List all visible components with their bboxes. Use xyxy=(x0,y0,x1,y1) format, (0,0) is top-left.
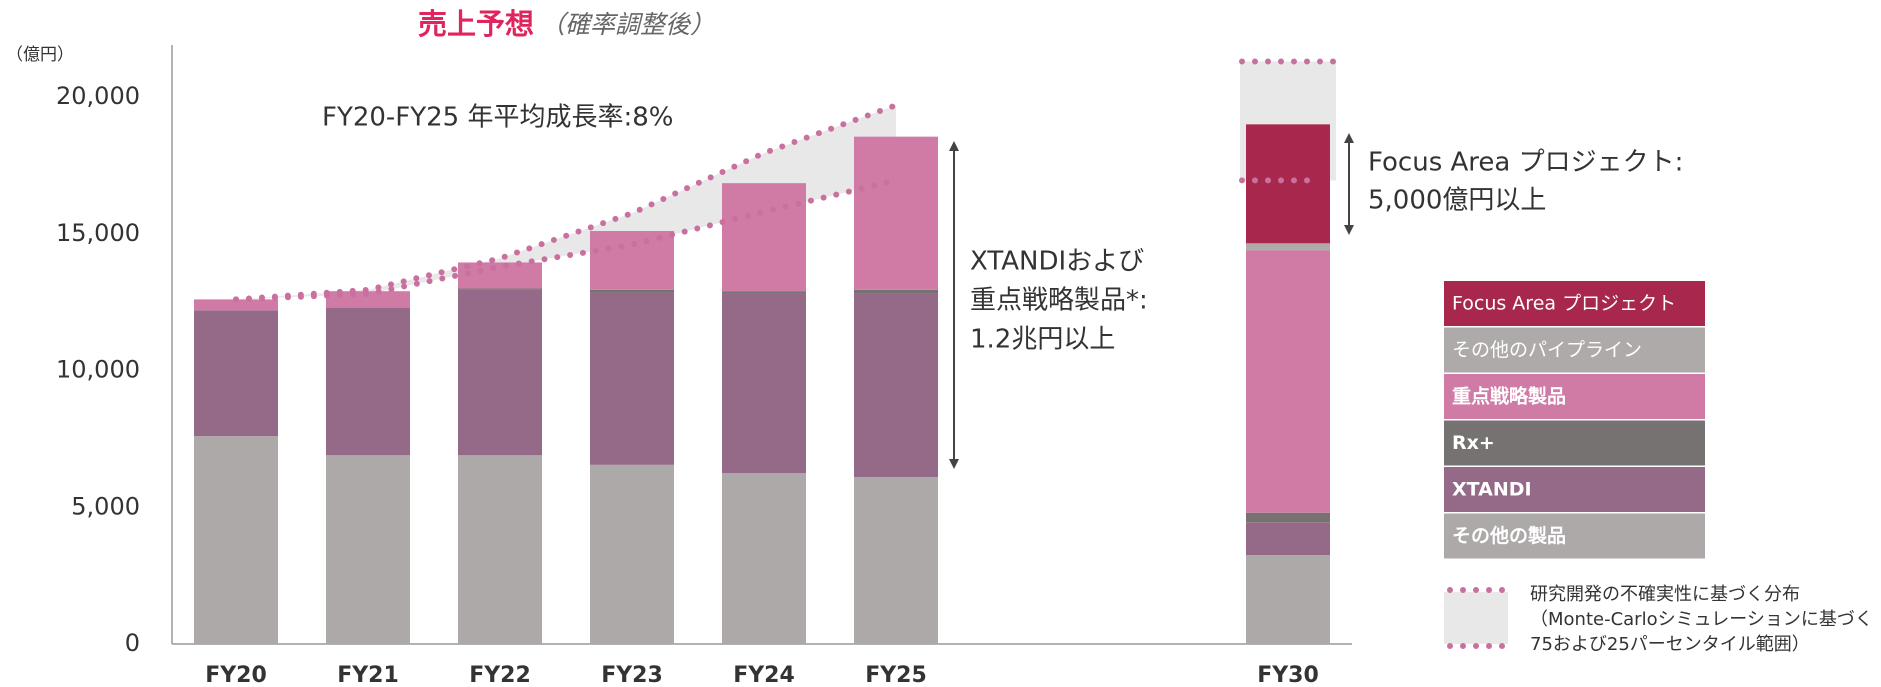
bar-segment xyxy=(458,455,542,644)
bar-segment xyxy=(590,464,674,644)
bar-segment xyxy=(1246,512,1330,523)
bar-segment xyxy=(326,291,410,308)
range-lower-line xyxy=(233,177,899,303)
legend-label: Rx+ xyxy=(1452,432,1495,454)
bar-segment xyxy=(458,288,542,290)
legend-range-label: 研究開発の不確実性に基づく分布 xyxy=(1530,584,1800,605)
legend-label: 重点戦略製品 xyxy=(1452,385,1566,408)
bar-segment xyxy=(1246,555,1330,644)
bar-segment xyxy=(854,477,938,644)
bar-segment xyxy=(194,310,278,437)
x-tick-label: FY22 xyxy=(469,663,531,687)
bar-segment xyxy=(722,183,806,292)
legend-range-swatch xyxy=(1444,592,1508,644)
legend-label: その他の製品 xyxy=(1452,524,1566,547)
xtandi-annotation: 1.2兆円以上 xyxy=(970,325,1115,355)
bar-segment xyxy=(722,473,806,644)
bar-segment xyxy=(194,299,278,311)
bar-segment xyxy=(194,436,278,644)
xtandi-annotation: XTANDIおよび xyxy=(970,247,1144,277)
legend-label: Focus Area プロジェクト xyxy=(1452,293,1676,315)
bar-segment xyxy=(590,292,674,465)
x-tick-label: FY21 xyxy=(337,663,399,687)
bar-segment xyxy=(1246,250,1330,513)
x-tick-label: FY24 xyxy=(733,663,795,687)
y-unit: （億円） xyxy=(6,45,74,65)
chart-title: 売上予想 xyxy=(418,7,534,41)
bar-segment xyxy=(590,289,674,293)
bar-segment xyxy=(1246,522,1330,556)
x-tick-label: FY20 xyxy=(205,663,267,687)
bar-segment xyxy=(326,455,410,644)
y-tick-label: 5,000 xyxy=(71,492,140,520)
bar-segment xyxy=(590,231,674,290)
legend-range-label: （Monte-Carloシミュレーションに基づく xyxy=(1530,609,1873,630)
y-tick-label: 0 xyxy=(125,629,140,657)
bar-segment xyxy=(1246,243,1330,251)
bar-segment xyxy=(722,293,806,474)
bar-segment xyxy=(458,262,542,289)
x-tick-label: FY30 xyxy=(1257,663,1319,687)
bar-segment xyxy=(326,307,410,456)
legend-swatch xyxy=(1444,374,1705,419)
xtandi-annotation: 重点戦略製品*: xyxy=(970,286,1148,316)
bar-segment xyxy=(1246,124,1330,244)
bar-segment xyxy=(722,291,806,294)
legend-swatch xyxy=(1444,513,1705,559)
y-tick-label: 15,000 xyxy=(56,219,140,247)
legend-range-label: 75および25パーセンタイル範囲） xyxy=(1530,634,1810,655)
legend-swatch xyxy=(1444,420,1705,466)
y-tick-label: 20,000 xyxy=(56,82,140,110)
bar-segment xyxy=(458,289,542,456)
legend-swatch xyxy=(1444,327,1705,373)
focus-annotation: 5,000億円以上 xyxy=(1368,186,1546,216)
focus-annotation: Focus Area プロジェクト: xyxy=(1368,148,1683,178)
bar-segment xyxy=(854,136,938,290)
bar-segment xyxy=(854,289,938,294)
x-tick-label: FY23 xyxy=(601,663,663,687)
legend-swatch xyxy=(1444,467,1705,512)
cagr-annotation: FY20-FY25 年平均成長率:8% xyxy=(322,103,674,133)
chart-subtitle: （確率調整後） xyxy=(540,10,715,39)
legend-label: その他のパイプライン xyxy=(1452,339,1642,361)
range-upper-line xyxy=(233,102,899,303)
legend-swatch xyxy=(1444,281,1705,326)
x-tick-label: FY25 xyxy=(865,663,927,687)
bar-segment xyxy=(854,293,938,478)
legend-label: XTANDI xyxy=(1452,479,1532,501)
y-tick-label: 10,000 xyxy=(56,356,140,384)
